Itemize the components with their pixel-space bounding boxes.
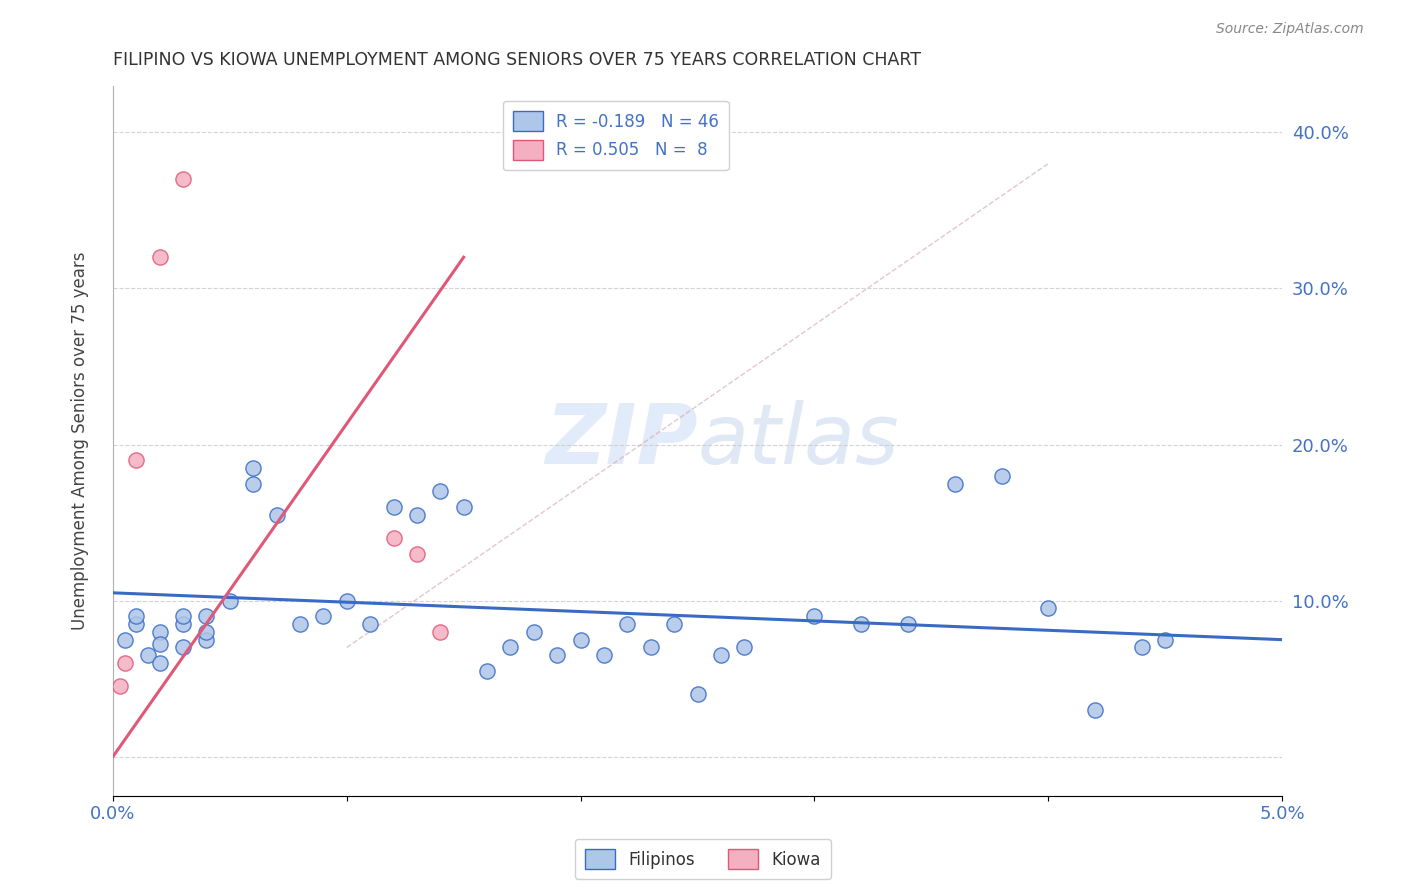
Point: [288, 617, 311, 632]
Point: [242, 461, 264, 475]
Point: [616, 617, 638, 632]
Point: [108, 680, 131, 694]
Point: [359, 617, 381, 632]
Y-axis label: Unemployment Among Seniors over 75 years: Unemployment Among Seniors over 75 years: [72, 252, 89, 630]
Point: [710, 648, 733, 663]
Point: [172, 172, 194, 186]
Text: atlas: atlas: [697, 401, 900, 481]
Point: [312, 609, 335, 624]
Point: [195, 609, 218, 624]
Point: [569, 632, 592, 647]
Point: [172, 617, 194, 632]
Point: [172, 640, 194, 655]
Point: [125, 609, 148, 624]
Point: [851, 617, 873, 632]
Point: [149, 624, 172, 639]
Point: [218, 593, 240, 607]
Point: [429, 624, 451, 639]
Point: [1038, 601, 1060, 615]
Point: [803, 609, 825, 624]
Text: FILIPINO VS KIOWA UNEMPLOYMENT AMONG SENIORS OVER 75 YEARS CORRELATION CHART: FILIPINO VS KIOWA UNEMPLOYMENT AMONG SEN…: [112, 51, 921, 69]
Point: [172, 609, 194, 624]
Point: [475, 664, 498, 678]
Point: [136, 648, 159, 663]
Point: [125, 617, 148, 632]
Point: [686, 687, 709, 701]
Point: [149, 250, 172, 264]
Point: [640, 640, 662, 655]
Point: [1154, 632, 1177, 647]
Point: [523, 624, 546, 639]
Point: [114, 656, 136, 670]
Point: [662, 617, 685, 632]
Point: [1084, 703, 1107, 717]
Point: [149, 656, 172, 670]
Point: [114, 632, 136, 647]
Point: [382, 531, 405, 545]
Text: ZIP: ZIP: [546, 401, 697, 481]
Legend: R = -0.189   N = 46, R = 0.505   N =  8: R = -0.189 N = 46, R = 0.505 N = 8: [502, 101, 728, 170]
Point: [406, 547, 429, 561]
Point: [406, 508, 429, 522]
Point: [195, 632, 218, 647]
Point: [125, 453, 148, 467]
Point: [336, 593, 359, 607]
Point: [242, 476, 264, 491]
Legend: Filipinos, Kiowa: Filipinos, Kiowa: [575, 838, 831, 880]
Point: [149, 637, 172, 651]
Point: [195, 624, 218, 639]
Point: [943, 476, 966, 491]
Point: [546, 648, 568, 663]
Point: [429, 484, 451, 499]
Point: [1130, 640, 1153, 655]
Point: [593, 648, 616, 663]
Point: [266, 508, 288, 522]
Point: [990, 468, 1012, 483]
Point: [733, 640, 755, 655]
Point: [499, 640, 522, 655]
Text: Source: ZipAtlas.com: Source: ZipAtlas.com: [1216, 22, 1364, 37]
Point: [382, 500, 405, 514]
Point: [453, 500, 475, 514]
Point: [897, 617, 920, 632]
